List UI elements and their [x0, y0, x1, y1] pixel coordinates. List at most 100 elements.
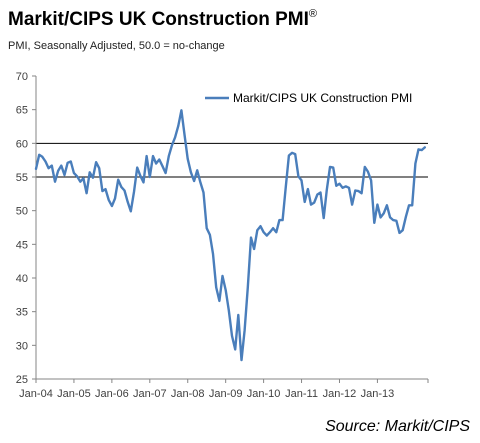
x-tick-label: Jan-05 [57, 388, 91, 400]
y-tick-label: 35 [16, 307, 28, 319]
data-point [66, 162, 69, 164]
data-point [401, 229, 404, 231]
data-point [420, 149, 423, 151]
data-point [133, 191, 135, 193]
chart-title-text: Markit/CIPS UK Construction PMI [8, 9, 309, 30]
data-point [196, 169, 199, 172]
chart-title: Markit/CIPS UK Construction PMI® [8, 8, 317, 31]
data-point [107, 199, 110, 201]
y-tick-label: 50 [16, 206, 28, 218]
data-point [253, 248, 255, 250]
data-point [345, 185, 347, 188]
x-tick-label: Jan-07 [133, 388, 167, 400]
data-point [417, 148, 420, 151]
data-point [398, 232, 401, 234]
data-point [247, 286, 249, 289]
y-tick-label: 45 [16, 239, 28, 251]
x-tick-label: Jan-04 [19, 388, 53, 400]
data-point [297, 175, 300, 178]
data-point [338, 182, 341, 185]
data-point [310, 203, 312, 206]
data-point [272, 227, 274, 229]
data-point [199, 181, 202, 184]
data-point [284, 186, 287, 189]
data-point [101, 190, 104, 192]
data-point [278, 219, 281, 221]
data-point [57, 170, 59, 172]
data-point [395, 219, 398, 222]
data-point [145, 155, 148, 157]
data-point [158, 158, 161, 161]
data-point [360, 192, 363, 194]
data-point [357, 190, 360, 192]
data-point [114, 197, 116, 200]
legend: Markit/CIPS UK Construction PMI [205, 91, 412, 105]
data-point [326, 188, 328, 191]
data-point [44, 160, 47, 163]
data-point [319, 191, 322, 194]
legend-label: Markit/CIPS UK Construction PMI [233, 91, 412, 105]
source-note: Source: Markit/CIPS [325, 418, 470, 435]
y-tick-label: 60 [16, 138, 28, 150]
data-point [335, 184, 338, 187]
data-point [98, 167, 101, 170]
data-point [367, 170, 369, 173]
data-point [174, 136, 176, 139]
data-point [130, 210, 132, 213]
data-point [234, 348, 236, 351]
data-point [386, 204, 388, 207]
x-tick-label: Jan-08 [171, 388, 205, 400]
data-point [224, 289, 227, 291]
data-point [300, 179, 303, 182]
data-point [104, 188, 107, 190]
y-tick-label: 30 [16, 340, 28, 352]
data-point [136, 166, 138, 169]
data-point [82, 177, 85, 180]
axes: 25 30 35 40 45 50 55 60 65 70 Jan-04 Jan-05 Jan-06 Ja… [16, 71, 429, 400]
data-point [376, 203, 379, 206]
data-point [193, 180, 195, 182]
data-point [237, 314, 240, 316]
data-point [363, 166, 366, 168]
y-tick-label: 25 [16, 374, 28, 386]
data-point [348, 186, 350, 189]
series-line [34, 109, 426, 362]
data-point [111, 205, 113, 207]
chart-subtitle: PMI, Seasonally Adjusted, 50.0 = no-chan… [8, 40, 225, 52]
data-point [291, 151, 293, 154]
data-point [139, 174, 142, 177]
data-point [411, 204, 413, 207]
data-point [183, 134, 186, 137]
data-point [382, 212, 385, 215]
data-point [256, 229, 259, 231]
data-point [262, 231, 265, 234]
data-point [424, 146, 426, 149]
data-point [152, 155, 154, 157]
data-point [202, 191, 205, 194]
data-point [228, 309, 230, 312]
data-point [218, 300, 221, 302]
x-tick-label: Jan-09 [209, 388, 243, 400]
data-point [221, 275, 224, 277]
data-point [269, 231, 271, 234]
data-point [354, 189, 357, 192]
data-point [79, 180, 82, 183]
data-point [209, 234, 211, 236]
data-point [215, 286, 217, 289]
data-point [123, 189, 126, 192]
x-tick-label: Jan-10 [247, 388, 281, 400]
data-point [303, 201, 306, 203]
data-point [85, 192, 88, 194]
data-point [231, 335, 233, 337]
data-point [405, 215, 407, 218]
data-point [164, 172, 167, 174]
data-point [351, 203, 353, 206]
registered-mark: ® [308, 8, 317, 20]
data-point [38, 153, 40, 156]
data-point [190, 171, 192, 174]
data-point [41, 156, 44, 158]
data-point [69, 160, 72, 163]
data-point [167, 155, 170, 157]
data-point [149, 176, 151, 178]
y-tick-label: 40 [16, 273, 28, 285]
